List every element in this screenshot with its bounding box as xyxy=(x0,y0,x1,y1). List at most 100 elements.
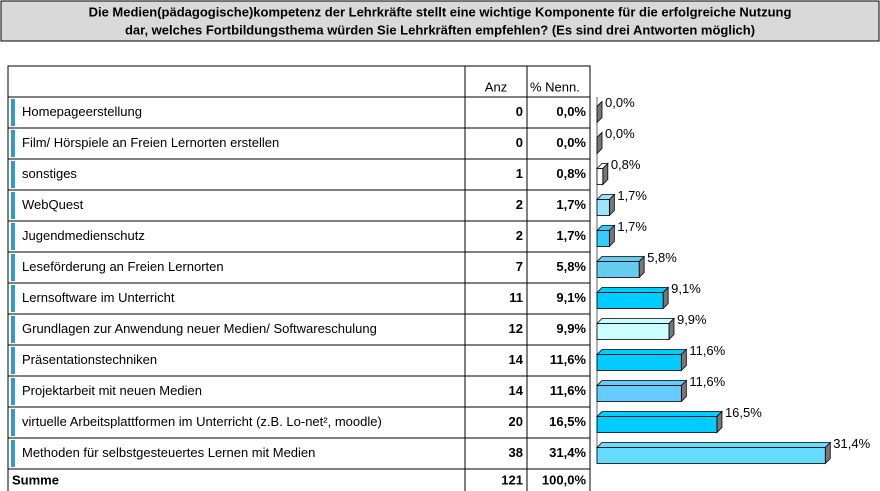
bar xyxy=(596,131,603,155)
bar-face xyxy=(596,380,688,386)
row-strip xyxy=(11,347,15,374)
bar-label: 1,7% xyxy=(617,219,647,234)
row-strip xyxy=(11,409,15,436)
row-label: Jugendmedienschutz xyxy=(22,228,145,243)
bar-face xyxy=(596,416,718,433)
row-label: Methoden für selbstgesteuertes Lernen mi… xyxy=(22,445,315,460)
bar-face xyxy=(596,256,646,262)
row-strip xyxy=(11,316,15,343)
row-strip xyxy=(11,440,15,467)
row-strip xyxy=(11,99,15,126)
bar-face xyxy=(596,349,688,355)
row-label: Grundlagen zur Anwendung neuer Medien/ S… xyxy=(22,321,377,336)
bar-label: 11,6% xyxy=(689,374,725,389)
count: 12 xyxy=(509,321,523,336)
bar xyxy=(596,255,646,279)
row-strip xyxy=(11,130,15,157)
column-header: Anz xyxy=(485,79,507,94)
percent: 0,0% xyxy=(556,135,586,150)
bar-label: 16,5% xyxy=(725,405,762,420)
percent: 0,8% xyxy=(556,166,586,181)
count: 0 xyxy=(516,104,523,119)
title-line: Die Medien(pädagogische)kompetenz der Le… xyxy=(89,4,792,19)
row-strip xyxy=(11,285,15,312)
count: 7 xyxy=(516,259,523,274)
row-label: Leseförderung an Freien Lernorten xyxy=(22,259,224,274)
bar-face xyxy=(596,100,603,124)
bar-label: 0,0% xyxy=(605,126,635,141)
bar-label: 31,4% xyxy=(833,436,870,451)
row-strip xyxy=(11,223,15,250)
bar xyxy=(596,224,616,248)
count: 14 xyxy=(509,352,524,367)
row-label: Präsentationstechniken xyxy=(22,352,157,367)
count: 2 xyxy=(516,197,523,212)
count: 11 xyxy=(509,290,523,305)
bar xyxy=(596,193,616,217)
bar-face xyxy=(596,168,604,185)
bar-label: 5,8% xyxy=(647,250,677,265)
bar-label: 1,7% xyxy=(617,188,647,203)
column-header: % Nenn. xyxy=(530,79,580,94)
bar-face xyxy=(596,411,723,417)
bar-label: 0,0% xyxy=(605,95,635,110)
count: 2 xyxy=(516,228,523,243)
bar xyxy=(596,286,670,310)
bar-face xyxy=(596,318,675,324)
bar xyxy=(596,317,675,341)
bar xyxy=(596,162,609,186)
bar-label: 11,6% xyxy=(689,343,725,358)
bar-face xyxy=(596,287,670,293)
row-label: sonstiges xyxy=(22,166,77,181)
percent: 1,7% xyxy=(556,228,586,243)
bar-label: 0,8% xyxy=(611,157,641,172)
count: 38 xyxy=(509,445,523,460)
row-strip xyxy=(11,192,15,219)
row-label: Projektarbeit mit neuen Medien xyxy=(22,383,202,398)
total-count: 121 xyxy=(501,472,523,487)
bar xyxy=(596,379,688,403)
bar-label: 9,9% xyxy=(677,312,707,327)
count: 14 xyxy=(509,383,524,398)
percent: 11,6% xyxy=(550,352,587,367)
bar xyxy=(596,441,832,465)
row-label: Lernsoftware im Unterricht xyxy=(22,290,175,305)
bar-face xyxy=(596,230,610,247)
percent: 9,9% xyxy=(556,321,586,336)
percent: 0,0% xyxy=(556,104,586,119)
bar-face xyxy=(596,442,832,448)
title-line: dar, welches Fortbildungsthema würden Si… xyxy=(125,22,755,37)
bar xyxy=(596,100,603,124)
row-label: WebQuest xyxy=(22,197,84,212)
bar-label: 9,1% xyxy=(671,281,701,296)
bar-face xyxy=(596,323,670,340)
table-frame xyxy=(7,65,591,491)
title-box xyxy=(0,0,880,42)
bar-face xyxy=(596,447,826,464)
bar-face xyxy=(596,292,664,309)
percent: 9,1% xyxy=(556,290,586,305)
bar-face xyxy=(596,385,682,402)
bar-face xyxy=(596,261,640,278)
percent: 11,6% xyxy=(550,383,587,398)
row-label: Homepageerstellung xyxy=(22,104,142,119)
row-strip xyxy=(11,161,15,188)
count: 20 xyxy=(509,414,523,429)
total-label: Summe xyxy=(12,472,59,487)
total-percent: 100,0% xyxy=(542,472,587,487)
count: 1 xyxy=(516,166,523,181)
bar xyxy=(596,348,688,372)
bar-face xyxy=(596,354,682,371)
percent: 1,7% xyxy=(556,197,586,212)
bar xyxy=(596,410,723,434)
row-strip xyxy=(11,254,15,281)
bar-face xyxy=(596,199,610,216)
percent: 5,8% xyxy=(556,259,586,274)
row-label: virtuelle Arbeitsplattformen im Unterric… xyxy=(22,414,382,429)
percent: 16,5% xyxy=(549,414,586,429)
row-label: Film/ Hörspiele an Freien Lernorten erst… xyxy=(22,135,279,150)
bar-face xyxy=(596,131,603,155)
count: 0 xyxy=(516,135,523,150)
row-strip xyxy=(11,378,15,405)
